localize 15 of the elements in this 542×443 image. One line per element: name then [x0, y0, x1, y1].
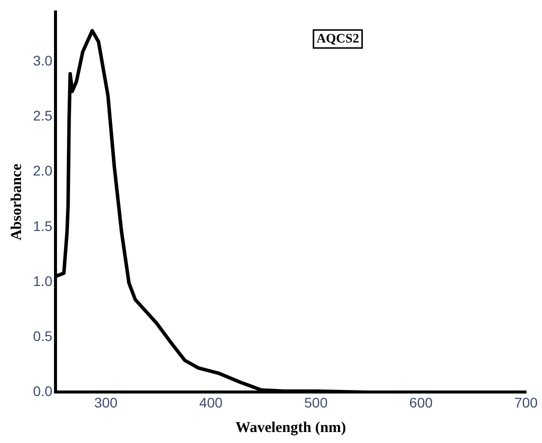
y-tick-label: 2.5 [32, 108, 53, 124]
y-tick-label: 0.5 [32, 328, 53, 344]
y-tick-label: 0.0 [32, 383, 53, 400]
x-tick-label: 400 [199, 394, 223, 410]
x-tick-label: 700 [514, 394, 538, 410]
y-tick-label: 1.5 [32, 218, 53, 234]
x-tick-label: 500 [304, 394, 328, 410]
y-tick-label: 1.0 [32, 272, 53, 289]
x-axis-title: Wavelength (nm) [236, 420, 346, 436]
y-tick-label: 2.0 [32, 162, 53, 179]
x-tick-label: 600 [409, 394, 433, 410]
x-tick-label: 300 [94, 394, 118, 410]
annotation: AQCS2 [316, 30, 360, 46]
y-tick-label: 3.0 [32, 52, 53, 68]
y-axis-title: Absorbance [8, 163, 25, 240]
